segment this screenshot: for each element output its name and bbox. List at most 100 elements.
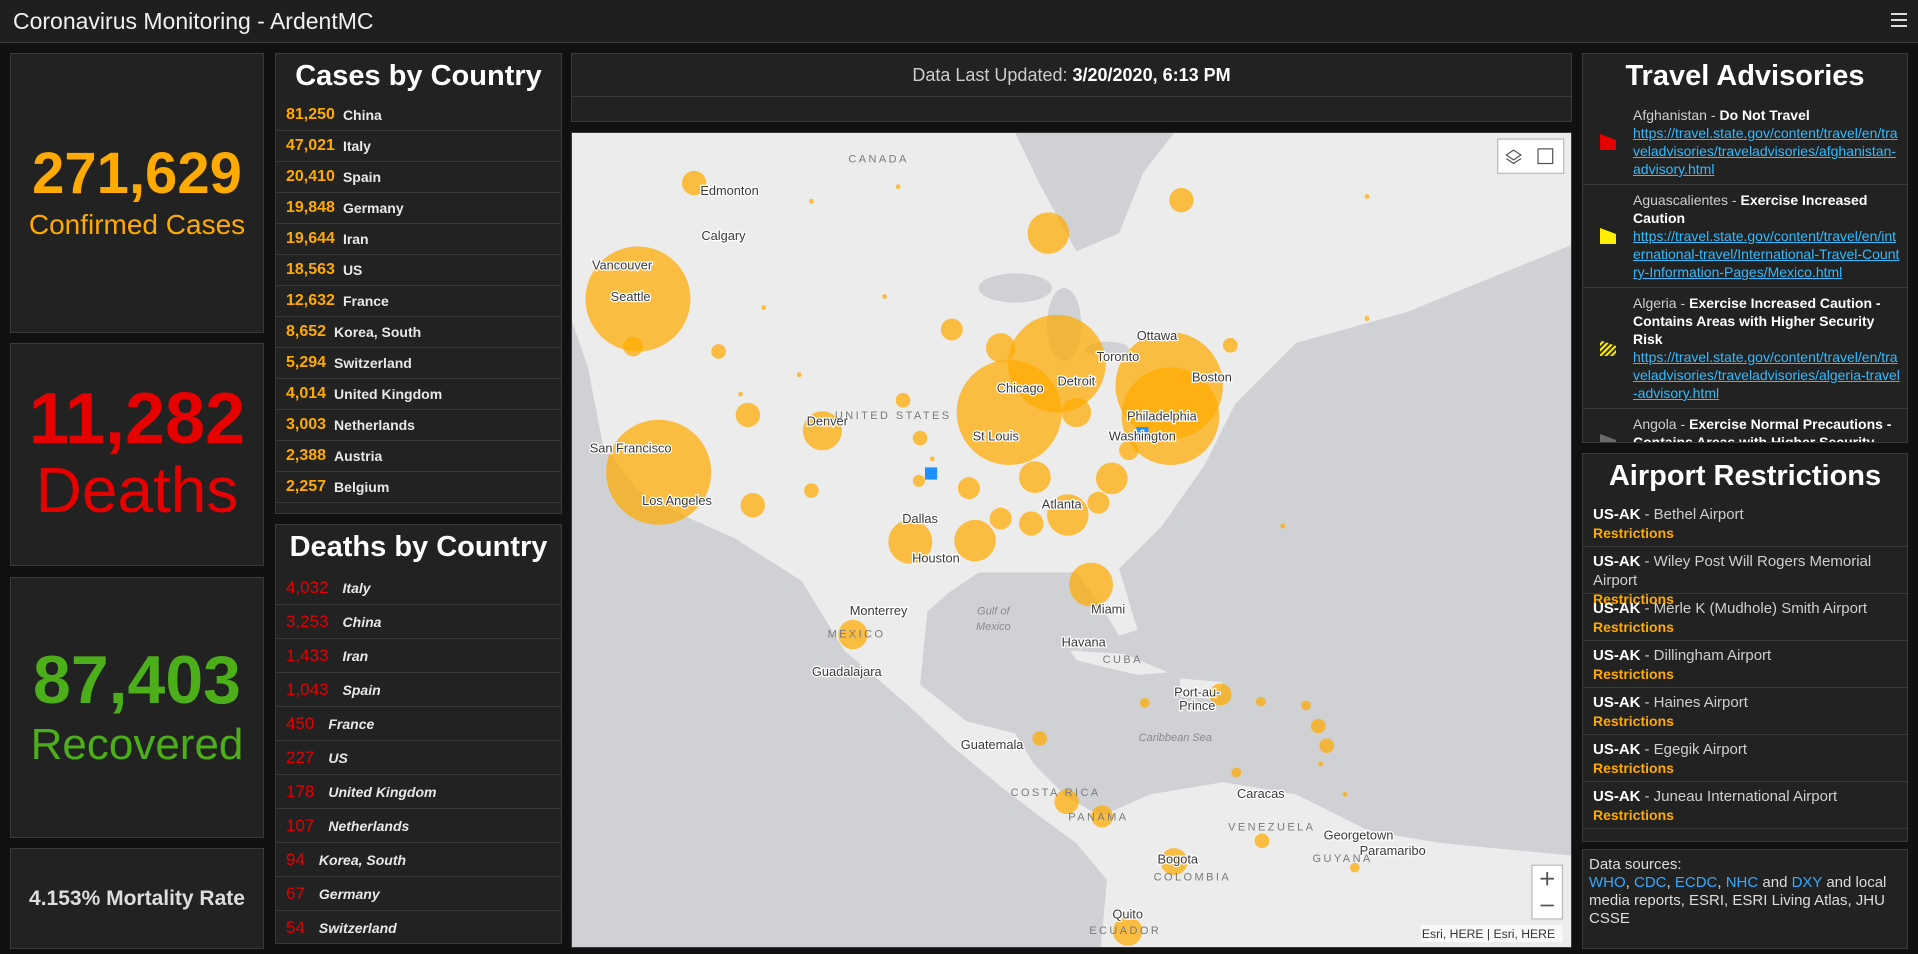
source-link[interactable]: NHC — [1725, 874, 1759, 891]
panel-title: Deaths by Country — [289, 531, 548, 563]
airport-status: Restrictions — [1593, 619, 1674, 635]
map-label: Houston — [912, 550, 960, 565]
map-label: Port-au- — [1174, 685, 1220, 700]
source-link[interactable]: CDC — [1634, 874, 1667, 891]
case-count: 18,563 — [286, 261, 335, 278]
recovered-value: 87,403 — [33, 641, 241, 718]
confirmed-panel: 271,629 Confirmed Cases — [10, 53, 264, 333]
advisory-place: Algeria - — [1633, 295, 1686, 311]
advisory: Afghanistan - Do Not Travel https://travel… — [1583, 100, 1907, 185]
death-count: 54 — [286, 917, 305, 937]
airport: US-AK - Egegik Airport Restrictions — [1583, 735, 1907, 782]
map-label: Georgetown — [1324, 827, 1394, 842]
map-bubble — [1319, 738, 1335, 753]
deaths-by-country-panel: Deaths by Country 4,032 Italy 3,253 China 1,… — [275, 524, 562, 944]
map-bubble — [804, 483, 819, 498]
airport: US-AK - Juneau International Airport Restr… — [1583, 782, 1907, 829]
recovered-label: Recovered — [30, 719, 244, 769]
map-bubble — [1254, 833, 1270, 849]
map-label: Mexico — [976, 621, 1011, 633]
map-label: Calgary — [701, 228, 746, 243]
map-bubble — [986, 333, 1016, 363]
map-label: Vancouver — [592, 257, 653, 272]
map-bubble — [1113, 916, 1143, 946]
map-label: Prince — [1179, 698, 1215, 713]
map-bubble — [1027, 212, 1070, 254]
map[interactable]: CANADA Edmonton Calgary Vancouver Seattle San… — [572, 133, 1571, 947]
map-label: San Francisco — [590, 440, 672, 455]
map-bubble — [585, 246, 691, 352]
source-link[interactable]: ECDC — [1674, 874, 1718, 891]
case-country: Italy — [342, 138, 371, 154]
map-label: Atlanta — [1042, 497, 1083, 512]
map-label: Ottawa — [1137, 328, 1178, 343]
case-row: 19,848 Germany — [276, 193, 561, 224]
advisory-link[interactable]: https://travel.state.gov/content/travel/… — [1633, 228, 1900, 280]
advisory-text: Afghanistan - Do Not Travel https://travel… — [1633, 106, 1903, 178]
map-bubble — [1054, 789, 1079, 814]
cases-list: 81,250 China 47,021 Italy 20,410 Spain 19,848 G… — [276, 100, 561, 503]
case-count: 19,848 — [286, 199, 335, 216]
map-label: Toronto — [1097, 349, 1140, 364]
advisory-icon — [1583, 191, 1633, 281]
death-row: 450 France — [276, 707, 561, 741]
case-row: 81,250 China — [276, 100, 561, 131]
case-row: 5,294 Switzerland — [276, 348, 561, 379]
map-label: Miami — [1091, 602, 1125, 617]
death-row: 94 Korea, South — [276, 843, 561, 877]
death-row: 107 Netherlands — [276, 809, 561, 843]
case-row: 18,563 US — [276, 255, 561, 286]
advisory-level: Do Not Travel — [1719, 107, 1810, 123]
airport-status: Restrictions — [1593, 713, 1674, 729]
map-bubble — [1087, 491, 1110, 514]
airport-line: US-AK - Haines Airport — [1593, 693, 1897, 712]
case-country: France — [342, 293, 389, 309]
airport-panel: Airport Restrictions US-AK - Bethel Airpo… — [1582, 453, 1908, 842]
map-bubble — [1018, 511, 1044, 536]
death-country: Spain — [342, 681, 381, 698]
map-bubble — [1047, 494, 1089, 536]
map-label: CANADA — [848, 154, 908, 166]
case-count: 8,652 — [286, 323, 327, 340]
updated-value: 3/20/2020, 6:13 PM — [1072, 65, 1231, 85]
source-link[interactable]: WHO — [1589, 874, 1626, 891]
map-bubble — [623, 336, 643, 357]
airport-name: - Egegik Airport — [1644, 741, 1748, 758]
case-country: United Kingdom — [334, 386, 443, 402]
advisory-link[interactable]: https://travel.state.gov/content/travel/… — [1633, 125, 1898, 177]
death-row: 1,433 Iran — [276, 639, 561, 673]
case-country: Netherlands — [334, 417, 415, 433]
menu-icon[interactable] — [1890, 11, 1908, 29]
map-label: Detroit — [1058, 373, 1096, 388]
source-link[interactable]: DXY — [1791, 874, 1823, 891]
airport: US-AK - Bethel Airport Restrictions — [1583, 500, 1907, 547]
map-bubble — [1301, 700, 1311, 711]
map-bubble — [711, 344, 726, 359]
map-label: Edmonton — [700, 183, 758, 198]
death-row: 4,032 Italy — [276, 571, 561, 605]
source-text: , — [1717, 874, 1726, 891]
map-bubble — [956, 359, 1062, 465]
airport-line: US-AK - Juneau International Airport — [1593, 787, 1897, 806]
source-text: and local media reports, ESRI, ESRI Livi… — [1589, 874, 1891, 927]
case-count: 19,644 — [286, 230, 335, 247]
airport-line: US-AK - Dillingham Airport — [1593, 646, 1897, 665]
case-count: 4,014 — [286, 385, 327, 402]
map-label: Havana — [1062, 635, 1107, 650]
map-bubble — [1119, 440, 1139, 461]
map-bubble — [1342, 792, 1348, 797]
advisory: Aguascalientes - Exercise Increased Cauti… — [1583, 185, 1907, 288]
death-row: 227 US — [276, 741, 561, 775]
airport-name: - Dillingham Airport — [1644, 647, 1772, 664]
case-count: 47,021 — [286, 137, 335, 154]
updated-panel: Data Last Updated: 3/20/2020, 6:13 PM — [571, 53, 1572, 122]
advisory-link[interactable]: https://travel.state.gov/content/travel/… — [1633, 349, 1900, 401]
updated-line: Data Last Updated: 3/20/2020, 6:13 PM — [572, 54, 1571, 97]
airport-name: - Haines Airport — [1644, 694, 1748, 711]
case-count: 81,250 — [286, 106, 335, 123]
panel-title: Airport Restrictions — [1608, 460, 1882, 492]
case-count: 2,388 — [286, 447, 327, 464]
airport-name: - Wiley Post Will Rogers Memorial Airpor… — [1593, 553, 1872, 589]
map-bubble — [929, 456, 935, 462]
map-bubble — [808, 198, 814, 204]
